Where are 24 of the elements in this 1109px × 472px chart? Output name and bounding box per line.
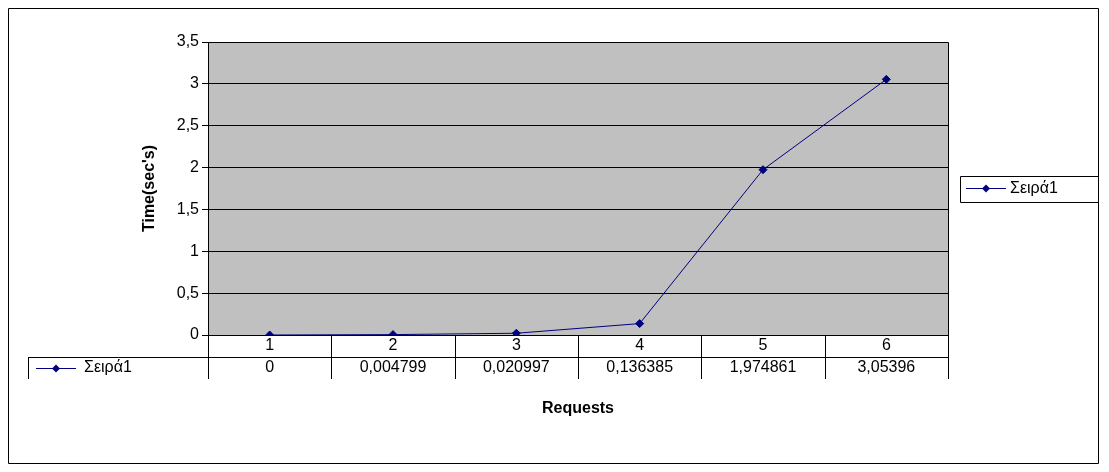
data-label: 0,136385: [606, 358, 674, 376]
y-tick-label: 0: [190, 325, 200, 343]
y-tick-label: 3: [190, 74, 200, 92]
x-tick-label: 6: [881, 336, 891, 354]
y-axis-title: Time(sec's): [140, 144, 158, 233]
legend-label: Σειρά1: [1010, 178, 1058, 196]
x-tick-label: 5: [758, 336, 768, 354]
x-axis-title: Requests: [541, 399, 615, 417]
y-tick-label: 0,5: [176, 283, 200, 301]
x-tick-label: 4: [635, 336, 645, 354]
y-tick-label: 2,5: [176, 116, 200, 134]
x-tick-label: 3: [511, 336, 521, 354]
x-tick-label: 2: [388, 336, 398, 354]
data-label: 0: [265, 358, 275, 376]
data-label: 3,05396: [857, 358, 916, 376]
data-label: 1,974861: [729, 358, 797, 376]
y-tick-label: 1: [190, 241, 200, 259]
y-tick-label: 2: [190, 157, 200, 175]
text: Σειρά1: [84, 358, 132, 376]
data-label: 0,020997: [482, 358, 550, 376]
y-tick-label: 3,5: [176, 32, 200, 50]
y-tick-label: 1,5: [176, 199, 200, 217]
x-tick-label: 1: [265, 336, 275, 354]
data-label: 0,004799: [359, 358, 427, 376]
